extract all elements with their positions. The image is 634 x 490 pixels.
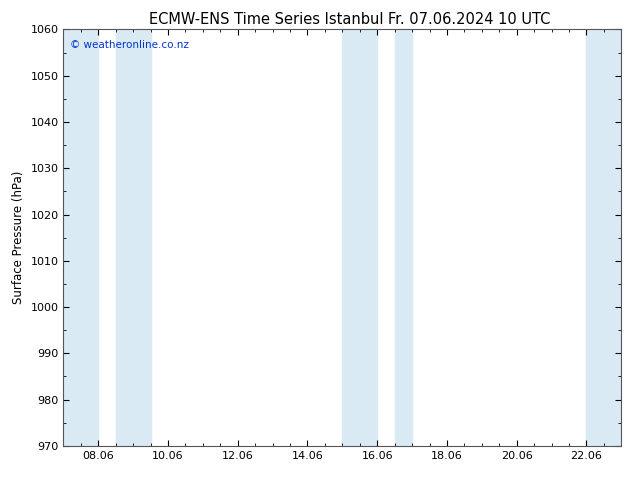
Bar: [115, 29, 150, 446]
Text: © weatheronline.co.nz: © weatheronline.co.nz: [70, 40, 189, 50]
Y-axis label: Surface Pressure (hPa): Surface Pressure (hPa): [12, 171, 25, 304]
Bar: [394, 29, 412, 446]
Text: Fr. 07.06.2024 10 UTC: Fr. 07.06.2024 10 UTC: [388, 12, 550, 27]
Bar: [63, 29, 98, 446]
Bar: [342, 29, 377, 446]
Text: ECMW-ENS Time Series Istanbul: ECMW-ENS Time Series Istanbul: [149, 12, 384, 27]
Bar: [586, 29, 621, 446]
